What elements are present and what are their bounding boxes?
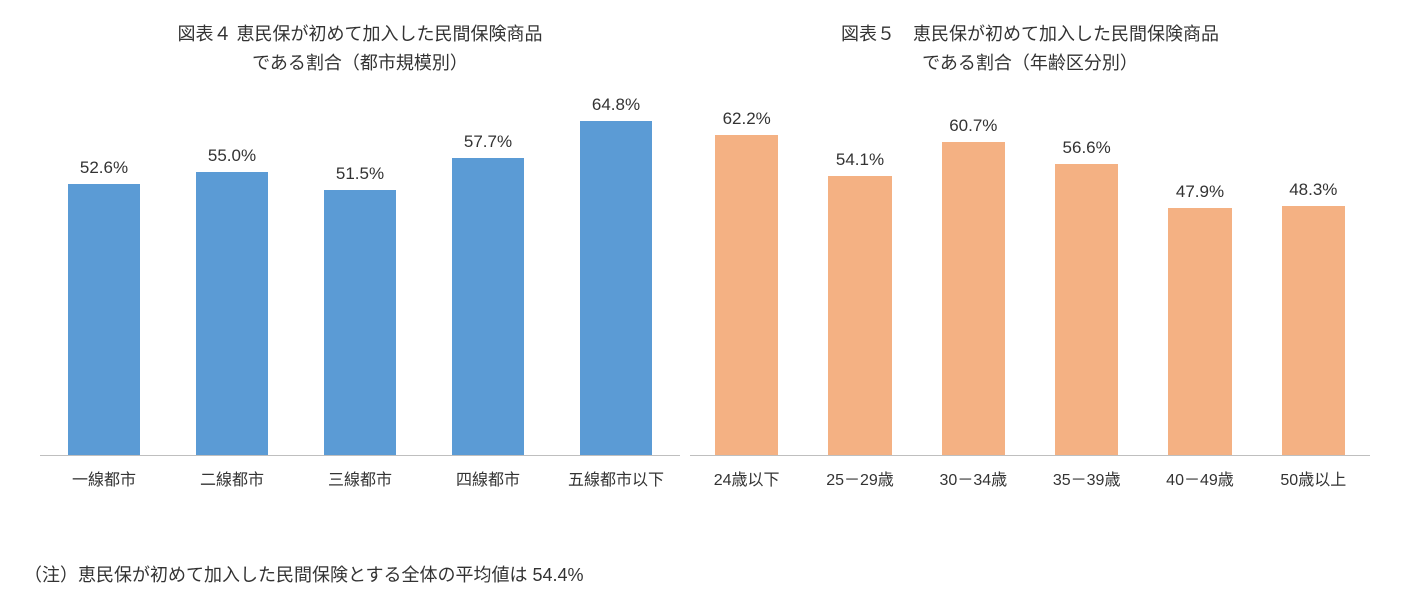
x-axis-label: 30－34歳 — [917, 466, 1030, 490]
footnote-text: （注）恵民保が初めて加入した民間保険とする全体の平均値は 54.4% — [24, 561, 584, 587]
bar-slot: 62.2% — [690, 109, 803, 455]
bar-value-label: 52.6% — [80, 158, 128, 178]
x-axis-label: 25－29歳 — [803, 466, 916, 490]
chart-left-bars: 52.6% 55.0% 51.5% 57.7% 64.8% — [40, 96, 680, 455]
chart-right: 図表５ 恵民保が初めて加入した民間保険商品 である割合（年齢区分別） 62.2%… — [690, 20, 1370, 490]
bar-rect — [828, 176, 891, 454]
chart-right-xlabels: 24歳以下25－29歳30－34歳35－39歳40－49歳50歳以上 — [690, 466, 1370, 490]
x-axis-label: 二線都市 — [168, 466, 296, 490]
bar-rect — [196, 172, 268, 455]
bar-slot: 52.6% — [40, 158, 168, 455]
bar-slot: 60.7% — [917, 116, 1030, 454]
bar-slot: 47.9% — [1143, 182, 1256, 454]
x-axis-label: 24歳以下 — [690, 466, 803, 490]
bar-rect — [324, 190, 396, 455]
bar-value-label: 51.5% — [336, 164, 384, 184]
chart-left-plot: 52.6% 55.0% 51.5% 57.7% 64.8% — [40, 96, 680, 456]
bar-slot: 56.6% — [1030, 138, 1143, 455]
bar-value-label: 55.0% — [208, 146, 256, 166]
x-axis-label: 35－39歳 — [1030, 466, 1143, 490]
chart-left-title: 図表４ 恵民保が初めて加入した民間保険商品 である割合（都市規模別） — [178, 20, 543, 78]
bar-rect — [1168, 208, 1231, 454]
bar-slot: 57.7% — [424, 132, 552, 455]
chart-left-xlabels: 一線都市二線都市三線都市四線都市五線都市以下 — [40, 466, 680, 490]
chart-left: 図表４ 恵民保が初めて加入した民間保険商品 である割合（都市規模別） 52.6%… — [40, 20, 680, 490]
x-axis-label: 四線都市 — [424, 466, 552, 490]
bar-value-label: 54.1% — [836, 150, 884, 170]
bar-value-label: 62.2% — [723, 109, 771, 129]
bar-rect — [580, 121, 652, 454]
bar-slot: 48.3% — [1257, 180, 1370, 454]
bar-slot: 54.1% — [803, 150, 916, 454]
charts-row: 図表４ 恵民保が初めて加入した民間保険商品 である割合（都市規模別） 52.6%… — [0, 0, 1410, 490]
bar-slot: 55.0% — [168, 146, 296, 455]
bar-value-label: 56.6% — [1063, 138, 1111, 158]
bar-rect — [68, 184, 140, 455]
x-axis-label: 一線都市 — [40, 466, 168, 490]
x-axis-label: 三線都市 — [296, 466, 424, 490]
bar-value-label: 60.7% — [949, 116, 997, 136]
chart-right-bars: 62.2% 54.1% 60.7% 56.6% 47.9% 48.3% — [690, 96, 1370, 455]
bar-rect — [1055, 164, 1118, 455]
chart-right-plot: 62.2% 54.1% 60.7% 56.6% 47.9% 48.3% — [690, 96, 1370, 456]
bar-value-label: 48.3% — [1289, 180, 1337, 200]
bar-value-label: 47.9% — [1176, 182, 1224, 202]
bar-rect — [1282, 206, 1345, 454]
bar-rect — [715, 135, 778, 455]
bar-rect — [942, 142, 1005, 454]
chart-right-title: 図表５ 恵民保が初めて加入した民間保険商品 である割合（年齢区分別） — [841, 20, 1219, 78]
bar-slot: 51.5% — [296, 164, 424, 455]
bar-rect — [452, 158, 524, 455]
x-axis-label: 五線都市以下 — [552, 466, 680, 490]
x-axis-label: 50歳以上 — [1257, 466, 1370, 490]
bar-value-label: 64.8% — [592, 95, 640, 115]
x-axis-label: 40－49歳 — [1143, 466, 1256, 490]
bar-slot: 64.8% — [552, 95, 680, 454]
bar-value-label: 57.7% — [464, 132, 512, 152]
